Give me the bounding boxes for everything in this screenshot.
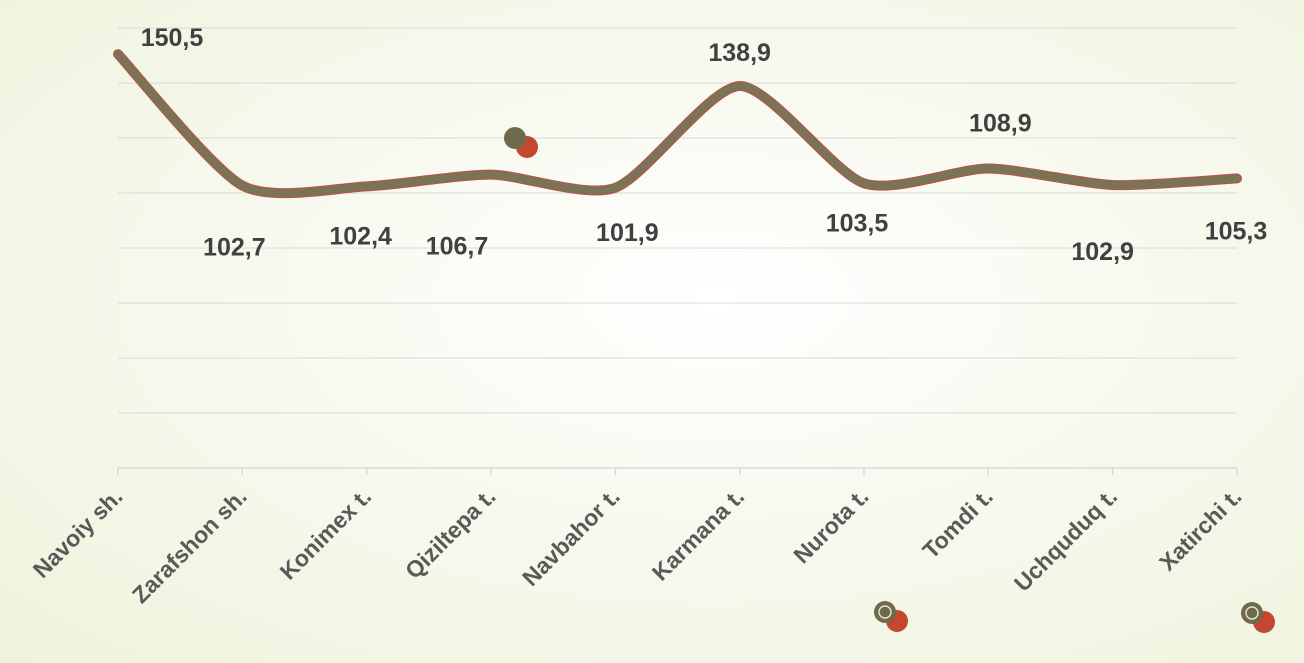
category-label: Nurota t.	[788, 483, 873, 568]
decorative-marker	[874, 601, 908, 632]
category-label: Qiziltepa t.	[400, 483, 501, 584]
data-label: 102,7	[203, 234, 266, 262]
data-label: 101,9	[596, 219, 659, 247]
data-labels: 150,5 102,7 102,4 106,7 101,9 138,9 103,5 108,9…	[141, 24, 1268, 266]
data-label: 103,5	[826, 209, 889, 237]
decorative-marker	[1241, 602, 1275, 633]
category-label: Navoiy sh.	[28, 483, 128, 583]
category-label: Zarafshon sh.	[127, 483, 252, 608]
category-label: Uchquduq t.	[1009, 483, 1122, 596]
series-line-outline	[113, 49, 1242, 199]
data-label: 150,5	[141, 24, 204, 52]
data-label: 102,9	[1071, 238, 1134, 266]
decorations	[504, 127, 1275, 633]
series	[113, 49, 1242, 199]
data-label: 102,4	[329, 222, 392, 250]
data-label: 105,3	[1205, 217, 1268, 245]
data-label: 106,7	[426, 233, 489, 261]
category-label: Karmana t.	[647, 483, 749, 585]
category-label: Xatirchi t.	[1154, 483, 1246, 575]
category-label: Tomdi t.	[917, 483, 997, 563]
gridlines	[118, 27, 1237, 414]
x-axis	[117, 467, 1238, 475]
decorative-marker	[504, 127, 538, 158]
category-label: Navbahor t.	[517, 483, 625, 591]
series-line	[114, 50, 1241, 198]
data-label: 138,9	[708, 39, 771, 67]
category-labels: Navoiy sh. Zarafshon sh. Konimex t. Qizilte…	[28, 483, 1247, 608]
data-label: 108,9	[969, 110, 1032, 138]
category-label: Konimex t.	[275, 483, 377, 585]
